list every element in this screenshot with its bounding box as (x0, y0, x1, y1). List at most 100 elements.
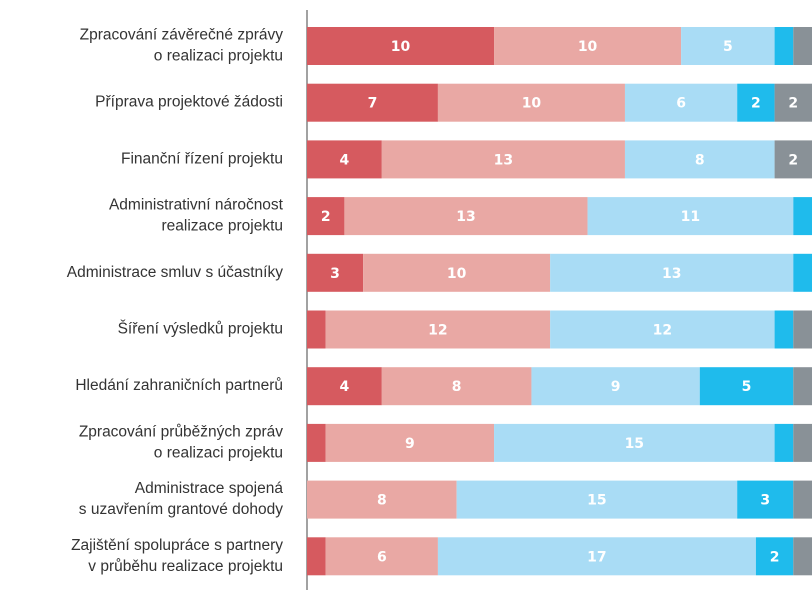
bar-segment (437, 83, 625, 122)
bar-segment (325, 310, 551, 349)
value-label: 4 (340, 152, 350, 168)
category-line: Zajištění spolupráce s partnery (71, 537, 283, 554)
category-line: Zpracování průběžných zpráv (79, 423, 283, 440)
category-label: Příprava projektové žádosti (95, 94, 283, 111)
value-label: 6 (377, 549, 387, 565)
bar-segment (307, 423, 326, 462)
category-line: Administrace spojená (135, 480, 284, 497)
bar-segment (307, 197, 345, 236)
value-label: 3 (330, 266, 340, 282)
bar-segment (774, 140, 812, 179)
category-line: realizace projektu (162, 218, 283, 235)
value-label: 2 (788, 96, 798, 112)
value-label: 2 (788, 152, 798, 168)
value-label: 2 (751, 96, 761, 112)
category-line: v průběhu realizace projektu (88, 558, 283, 575)
bar-segment (531, 367, 700, 406)
bar-segment (774, 27, 794, 65)
category-label: Finanční řízení projektu (121, 150, 283, 167)
value-label: 12 (428, 323, 447, 339)
value-label: 9 (405, 436, 415, 452)
bar-segment (307, 480, 457, 519)
category-line: Administrace smluv s účastníky (67, 264, 283, 281)
bar-segment (307, 253, 364, 292)
value-label: 9 (611, 379, 621, 395)
bar-segment (737, 83, 775, 122)
value-label: 13 (494, 152, 513, 168)
bar-segment (793, 423, 812, 462)
value-label: 6 (676, 96, 686, 112)
category-label: Administrace spojená s uzavřením grantové… (79, 480, 284, 518)
bar-segment (624, 140, 775, 179)
bar-segment (307, 310, 326, 349)
value-label: 8 (695, 152, 705, 168)
category-line: Finanční řízení projektu (121, 150, 283, 167)
bar-segment (774, 310, 794, 349)
bar-segment (699, 367, 794, 406)
category-line: Zpracování závěrečné zprávy (80, 27, 284, 44)
category-label: Hledání zahraničních partnerů (75, 377, 283, 394)
bar-segment (793, 253, 812, 292)
bar-segment (325, 423, 495, 462)
bar-segment (494, 423, 775, 462)
category-line: Příprava projektové žádosti (95, 94, 283, 111)
bar-segment (774, 423, 794, 462)
bar-segment (737, 480, 794, 519)
value-label: 17 (587, 549, 606, 565)
bar-segment (381, 140, 625, 179)
value-label: 8 (377, 493, 387, 509)
bar-segment (307, 367, 382, 406)
bar-segment (550, 310, 775, 349)
bar-segment (325, 537, 438, 576)
value-label: 13 (456, 209, 475, 225)
category-label: Šíření výsledků projektu (118, 321, 283, 338)
category-line: Šíření výsledků projektu (118, 321, 283, 338)
category-label: Zajištění spolupráce s partnery v průběhu… (71, 537, 283, 575)
value-label: 2 (770, 549, 780, 565)
bar-segment (494, 27, 682, 65)
category-line: s uzavřením grantové dohody (79, 501, 283, 518)
category-label: Zpracování závěrečné zprávy o realizaci p… (80, 27, 284, 65)
category-label: Administrativní náročnost realizace proje… (109, 197, 284, 235)
value-label: 7 (368, 96, 378, 112)
category-line: Administrativní náročnost (109, 197, 284, 214)
bar-segment (681, 27, 775, 65)
bar-segment (793, 197, 812, 236)
bar-segment (307, 83, 438, 122)
bar-segment (307, 140, 382, 179)
bar-segment (793, 537, 812, 576)
value-label: 11 (681, 209, 700, 225)
value-label: 10 (522, 96, 542, 112)
bar-segment (793, 367, 812, 406)
value-label: 5 (742, 379, 752, 395)
value-label: 15 (625, 436, 644, 452)
category-line: o realizaci projektu (154, 48, 283, 65)
value-label: 10 (578, 39, 598, 55)
bar-segment (344, 197, 588, 236)
bar-segment (381, 367, 532, 406)
category-line: o realizaci projektu (154, 444, 283, 461)
bar-segment (774, 83, 812, 122)
bar-segment (363, 253, 551, 292)
value-label: 13 (662, 266, 681, 282)
value-label: 10 (391, 39, 411, 55)
value-label: 3 (760, 493, 770, 509)
bar-segment (793, 480, 812, 519)
bar-segment (587, 197, 794, 236)
bar-segment (307, 537, 326, 576)
value-label: 10 (447, 266, 467, 282)
bar-segment (793, 27, 812, 65)
category-line: Hledání zahraničních partnerů (75, 377, 283, 394)
value-label: 15 (587, 493, 606, 509)
value-label: 5 (723, 39, 733, 55)
bar-segment (624, 83, 738, 122)
bar-segment (793, 310, 812, 349)
value-label: 2 (321, 209, 331, 225)
bar-segment (437, 537, 756, 576)
bar-segment (307, 27, 495, 65)
value-label: 12 (653, 323, 672, 339)
bar-segment (550, 253, 794, 292)
bar-segment (755, 537, 794, 576)
value-label: 8 (452, 379, 462, 395)
